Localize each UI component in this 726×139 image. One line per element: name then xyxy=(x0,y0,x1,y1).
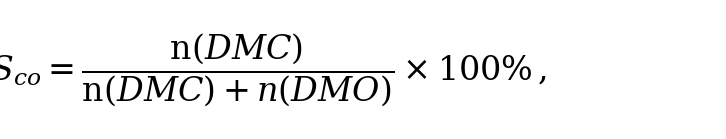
Text: $\mathbf{\mathit{S}}_{\mathit{co}} = \dfrac{\mathrm{n}(\mathit{DMC})}{\mathrm{n}: $\mathbf{\mathit{S}}_{\mathit{co}} = \df… xyxy=(0,31,547,108)
